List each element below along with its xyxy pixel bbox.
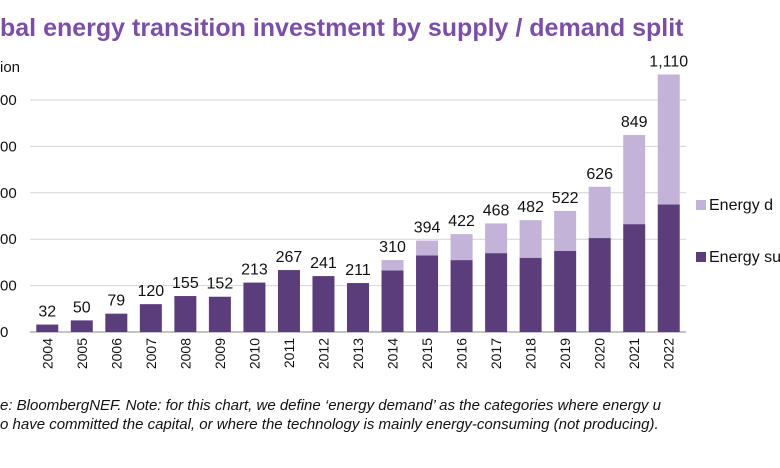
bar-segment-supply <box>519 257 542 332</box>
y-axis-unit-label: ion <box>0 59 21 76</box>
bar-segment-supply <box>277 270 300 332</box>
source-line-1: e: BloombergNEF. Note: for this chart, w… <box>0 397 661 414</box>
bar-segment-supply <box>485 253 508 332</box>
data-label: 213 <box>241 262 268 279</box>
bar-segment-supply <box>416 255 439 332</box>
bar-segment-demand <box>519 220 542 258</box>
data-label: 522 <box>552 190 579 207</box>
bar-segment-demand <box>554 210 577 251</box>
bar-segment-supply <box>347 283 369 332</box>
data-label: 32 <box>38 304 56 321</box>
x-tick-label: 2018 <box>523 338 539 369</box>
legend-swatch <box>696 252 706 262</box>
bar-segment-demand <box>450 234 473 261</box>
x-tick-label: 2016 <box>454 338 470 369</box>
bar-segment-supply <box>312 276 335 332</box>
data-label: 120 <box>137 283 164 300</box>
x-tick-label: 2005 <box>74 338 90 369</box>
bar-segment-supply <box>243 282 266 332</box>
x-tick-label: 2015 <box>419 338 435 369</box>
y-tick-label: 0 <box>0 324 8 341</box>
legend-swatch <box>696 200 706 210</box>
data-label: 422 <box>448 213 475 230</box>
x-tick-label: 2004 <box>39 338 55 369</box>
data-label: 211 <box>345 262 371 279</box>
data-labels: 32 50 79 120 155 152 213 267 241 211 310 394 422 468 4… <box>38 53 688 320</box>
data-label: 1,110 <box>649 53 688 70</box>
bar-segment-demand <box>416 240 439 256</box>
x-tick-label: 2014 <box>385 338 401 369</box>
x-tick-label: 2017 <box>488 338 504 369</box>
bar-segment-supply <box>174 296 197 332</box>
x-tick-label: 2009 <box>212 338 228 369</box>
x-tick-label: 2020 <box>592 338 608 369</box>
bar-segment-demand <box>381 260 404 271</box>
bar-segment-supply <box>657 204 680 332</box>
data-label: 155 <box>172 275 199 292</box>
data-label: 394 <box>414 220 441 237</box>
data-label: 267 <box>276 249 303 266</box>
data-label: 50 <box>73 299 91 316</box>
bar-segment-demand <box>588 186 611 239</box>
legend-label: Energy d <box>709 197 773 214</box>
bar-segment-supply <box>450 260 473 332</box>
chart-title: bal energy transition investment by supp… <box>0 14 684 42</box>
data-label: 79 <box>107 293 125 310</box>
legend: Energy d Energy su <box>696 197 780 266</box>
bar-segment-supply <box>381 270 404 332</box>
x-tick-label: 2022 <box>661 338 677 369</box>
y-tick-label: 00 <box>0 138 17 155</box>
bar-segment-supply <box>554 250 577 332</box>
y-tick-label: 00 <box>0 231 17 248</box>
x-tick-label: 2006 <box>108 338 124 369</box>
x-tick-label: 2008 <box>177 338 193 369</box>
data-label: 849 <box>621 114 648 131</box>
bar-segment-supply <box>208 296 231 332</box>
bar-segment-supply <box>105 313 128 332</box>
bar-segment-supply <box>70 320 93 332</box>
bar-segment-demand <box>657 74 680 205</box>
y-tick-label: 00 <box>0 92 17 109</box>
legend-label: Energy su <box>709 249 780 266</box>
bar-segment-supply <box>139 304 162 332</box>
bar-segment-demand <box>623 135 646 225</box>
x-tick-label: 2021 <box>626 338 642 369</box>
y-tick-label: 00 <box>0 278 17 295</box>
bar-segment-supply <box>36 324 59 332</box>
x-tick-label: 2012 <box>315 338 331 369</box>
x-axis-ticks: 2004 2005 2006 2007 2008 2009 2010 2011 2012 2013… <box>39 338 676 369</box>
x-tick-label: 2011 <box>281 338 297 368</box>
bar-segment-demand <box>485 223 508 254</box>
bar-segment-supply <box>588 238 611 332</box>
bar-segment-supply <box>623 224 646 332</box>
source-line-2: o have committed the capital, or where t… <box>0 416 659 433</box>
data-label: 241 <box>310 255 337 272</box>
data-label: 152 <box>207 276 234 293</box>
y-tick-label: 00 <box>0 185 17 202</box>
x-tick-label: 2010 <box>246 338 262 369</box>
data-label: 310 <box>379 239 406 256</box>
source-note: e: BloombergNEF. Note: for this chart, w… <box>0 396 780 434</box>
data-label: 626 <box>586 166 613 183</box>
x-tick-label: 2013 <box>350 338 366 369</box>
data-label: 482 <box>517 199 544 216</box>
data-label: 468 <box>483 202 510 219</box>
x-tick-label: 2007 <box>143 338 159 369</box>
x-tick-label: 2019 <box>557 338 573 369</box>
bars <box>36 74 680 332</box>
